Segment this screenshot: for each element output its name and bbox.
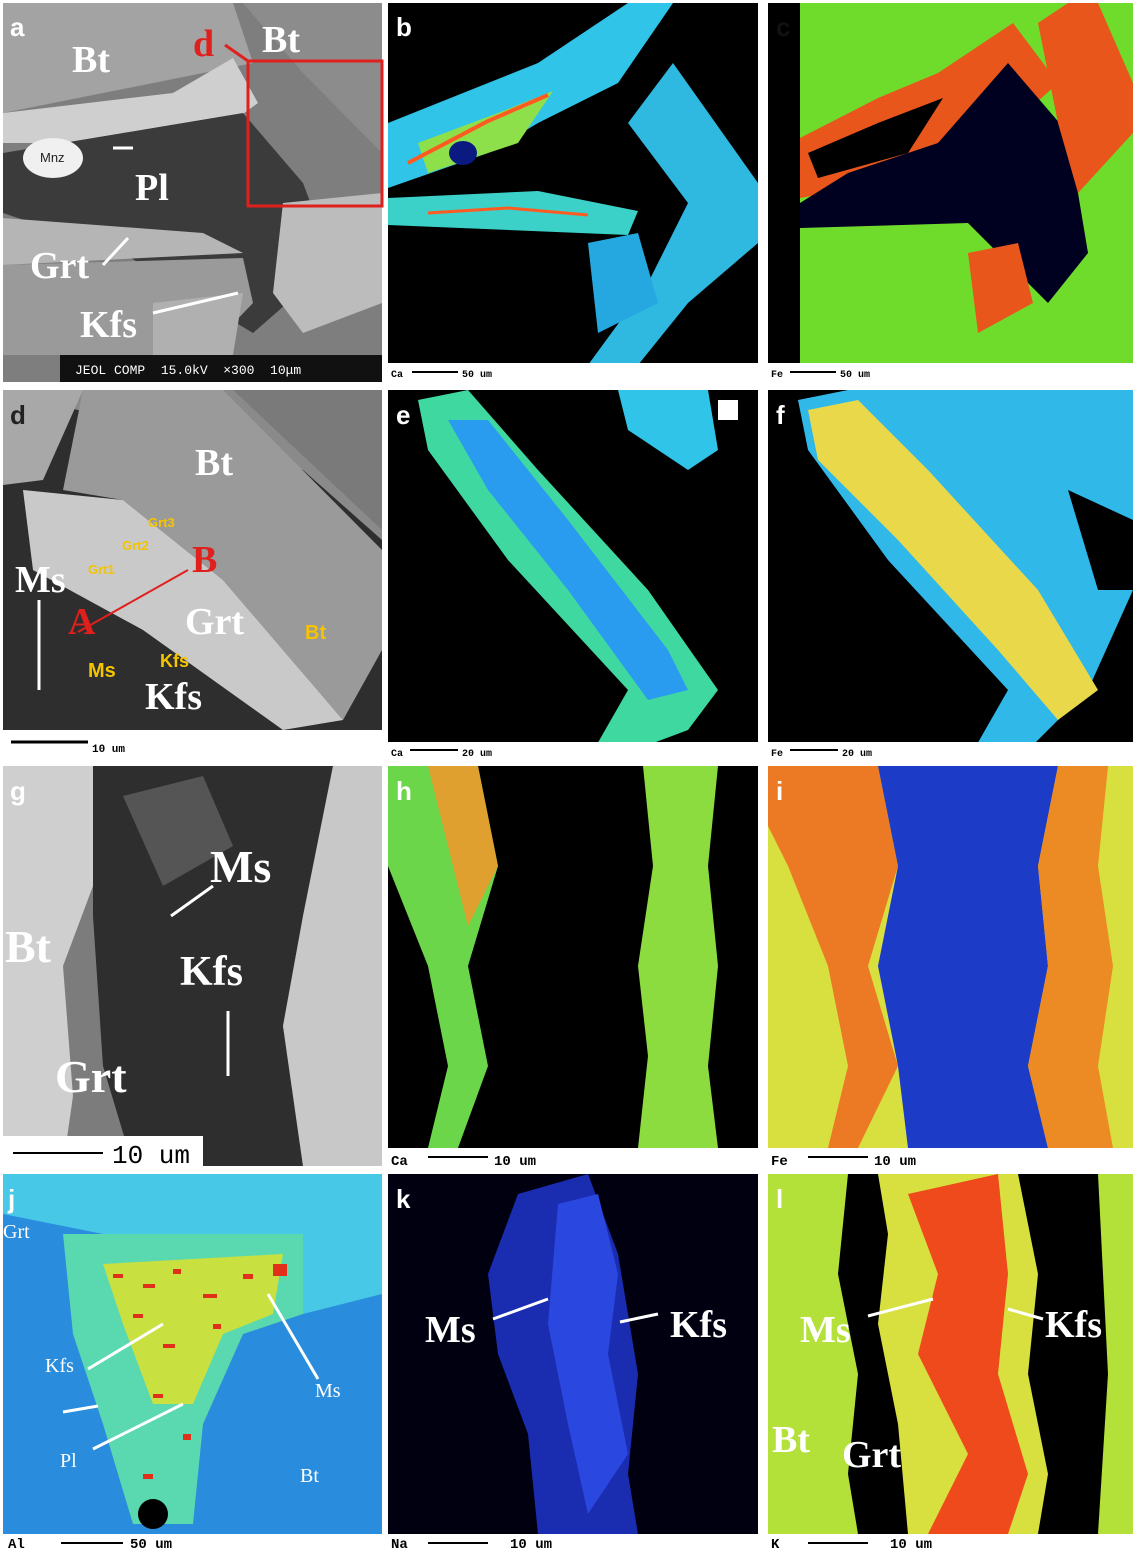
- mineral-label: Kfs: [80, 304, 137, 346]
- mineral-label: Kfs: [45, 1355, 74, 1377]
- shape: [163, 1344, 175, 1348]
- panel-h: [388, 766, 758, 1166]
- mineral-label: Ms: [210, 841, 271, 892]
- mineral-label: Kfs: [180, 949, 243, 995]
- shape: [449, 141, 477, 165]
- shape: [3, 730, 382, 760]
- panel-l: [768, 1174, 1133, 1552]
- mineral-label: Bt: [72, 39, 110, 81]
- figure: a Bt d Bt Mnz Pl Grt Kfs JEOL COMP 15.0k…: [0, 0, 1137, 1552]
- panel-f: [768, 390, 1133, 760]
- scale-label: 20 um: [842, 749, 872, 760]
- mineral-label: Kfs: [1045, 1304, 1102, 1346]
- panel-letter: k: [396, 1184, 411, 1214]
- panel-letter: c: [776, 12, 790, 42]
- shape: [113, 1274, 123, 1278]
- element-label: Al: [8, 1537, 25, 1552]
- shape: [133, 1314, 143, 1318]
- mineral-label: A: [68, 601, 96, 643]
- scale-label: 10 um: [494, 1154, 536, 1170]
- mineral-label: Bt: [195, 442, 233, 484]
- shape: [638, 766, 718, 1148]
- panel-letter: a: [10, 12, 25, 42]
- scale-label: 20 um: [462, 749, 492, 760]
- panel-i: [768, 766, 1133, 1166]
- scale-label: 10 um: [92, 744, 125, 756]
- mineral-label: Kfs: [160, 651, 189, 671]
- caption: JEOL COMP 15.0kV ×300 10μm: [75, 363, 301, 378]
- shape: [143, 1474, 153, 1479]
- panel-letter: b: [396, 12, 412, 42]
- scale-label: 10 um: [890, 1537, 932, 1552]
- scale-label: 50 um: [462, 370, 492, 381]
- shape: [153, 1394, 163, 1398]
- panel-letter: e: [396, 400, 410, 430]
- mineral-label: Bt: [5, 921, 52, 972]
- mineral-label: Kfs: [670, 1304, 727, 1346]
- mineral-label: Mnz: [40, 150, 65, 165]
- shape: [3, 1534, 382, 1552]
- mineral-label: Bt: [305, 622, 326, 644]
- panel-letter: l: [776, 1184, 783, 1214]
- mineral-label: Grt1: [88, 562, 115, 577]
- element-label: Fe: [771, 1154, 788, 1170]
- panel-letter: d: [10, 400, 26, 430]
- shape: [203, 1294, 217, 1298]
- element-label: K: [771, 1537, 780, 1552]
- shape: [878, 766, 1058, 1148]
- panel-b: [388, 3, 758, 382]
- element-label: Ca: [391, 1154, 408, 1170]
- mineral-label: Ms: [15, 559, 66, 601]
- mineral-label: Grt: [842, 1434, 901, 1476]
- panel-letter: g: [10, 776, 26, 806]
- shape: [243, 1274, 253, 1279]
- mineral-label: Grt: [55, 1051, 127, 1102]
- scale-label: 10 um: [874, 1154, 916, 1170]
- mineral-label: d: [193, 23, 214, 65]
- element-label: Fe: [771, 370, 783, 381]
- mineral-label: Ms: [800, 1309, 851, 1351]
- panel-k: [388, 1174, 758, 1552]
- shape: [173, 1269, 181, 1274]
- element-label: Ca: [391, 749, 403, 760]
- panel-c: [768, 3, 1133, 382]
- mineral-label: Bt: [772, 1419, 810, 1461]
- mineral-label: Pl: [135, 167, 169, 209]
- shape: [143, 1284, 155, 1288]
- element-label: Ca: [391, 370, 403, 381]
- scale-label: 50 um: [130, 1537, 172, 1552]
- mineral-label: Bt: [300, 1465, 319, 1487]
- shape: [213, 1324, 221, 1329]
- shape: [273, 1264, 287, 1276]
- mineral-label: Ms: [425, 1309, 476, 1351]
- panel-letter: i: [776, 776, 783, 806]
- scale-label: 50 um: [840, 370, 870, 381]
- mineral-label: Grt3: [148, 515, 175, 530]
- mineral-label: Bt: [262, 19, 300, 61]
- mineral-label: Grt: [30, 245, 89, 287]
- mineral-label: Kfs: [145, 676, 202, 718]
- mineral-label: Grt: [3, 1221, 30, 1243]
- shape: [718, 400, 738, 420]
- panel-letter: f: [776, 400, 785, 430]
- mineral-label: Ms: [88, 660, 116, 682]
- shape: [138, 1499, 168, 1529]
- scale-label: 10 um: [510, 1537, 552, 1552]
- panel-e: [388, 390, 758, 760]
- mineral-label: Grt2: [122, 538, 149, 553]
- mineral-label: Ms: [315, 1380, 341, 1402]
- shape: [768, 3, 800, 382]
- element-label: Na: [391, 1537, 408, 1552]
- mineral-label: B: [192, 539, 217, 581]
- element-label: Fe: [771, 749, 783, 760]
- panel-letter: j: [7, 1184, 15, 1214]
- mineral-label: Pl: [60, 1450, 77, 1472]
- shape: [183, 1434, 191, 1440]
- scale-label: 10 um: [112, 1141, 190, 1171]
- mineral-label: Grt: [185, 601, 244, 643]
- panel-letter: h: [396, 776, 412, 806]
